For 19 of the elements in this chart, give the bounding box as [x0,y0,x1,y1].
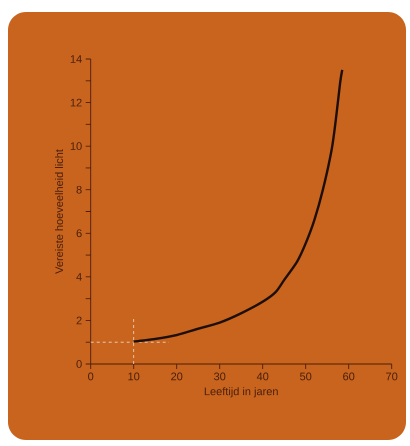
x-tick-label: 50 [300,372,312,380]
y-tick-label: 6 [76,229,82,238]
x-tick-label: 0 [88,372,94,380]
line-series [132,68,344,343]
x-tick-label: 20 [171,372,182,380]
y-tick-label: 10 [70,142,82,150]
y-tick-label: 14 [70,55,82,63]
x-tick-label: 70 [386,372,398,380]
y-tick-label: 0 [76,360,82,368]
x-tick-label: 10 [128,372,140,380]
y-tick-label: 4 [76,273,82,281]
x-tick-label: 60 [343,372,354,380]
y-axis-title: Vereiste hoeveelheid licht [54,149,64,274]
y-tick-label: 12 [70,98,82,106]
y-tick-label: 8 [76,186,82,194]
x-tick-label: 40 [256,372,268,380]
x-axis-title: Leeftijd in jaren [204,387,278,398]
y-tick-label: 2 [76,316,82,324]
x-tick-label: 30 [214,372,226,380]
